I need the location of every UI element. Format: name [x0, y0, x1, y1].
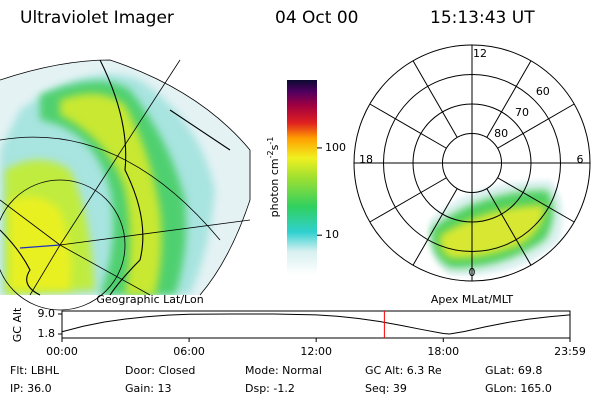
x-tick-label: 06:00	[173, 345, 205, 358]
colorbar-label-exp: -2	[266, 150, 275, 158]
status-field: GLat: 69.8	[485, 364, 542, 377]
mlt-label: 6	[577, 153, 584, 166]
x-tick-label: 12:00	[300, 345, 332, 358]
lat-ring-label: 80	[494, 127, 508, 140]
mlt-label: 0	[469, 266, 476, 279]
x-tick-label: 18:00	[427, 345, 459, 358]
mlt-label: 18	[359, 153, 373, 166]
lat-ring-label: 70	[515, 106, 529, 119]
status-field: Flt: LBHL	[10, 364, 60, 377]
colorbar	[287, 80, 317, 275]
mlt-spoke	[369, 103, 447, 149]
instrument: Ultraviolet Imager	[20, 8, 174, 28]
pointer-line	[19, 244, 61, 249]
y-axis-label: GC Alt	[11, 307, 24, 342]
colorbar-tick-label: 10	[325, 228, 339, 241]
map-graticule	[0, 59, 251, 311]
polar-image	[429, 180, 564, 276]
mlt-spoke	[412, 60, 458, 138]
colorbar-label: photon cm-2s-1	[266, 137, 282, 218]
colorbar-label-exp: -1	[266, 137, 275, 145]
lat-ring-label: 60	[536, 85, 550, 98]
time: 15:13:43 UT	[430, 8, 535, 28]
status-field: IP: 36.0	[10, 382, 52, 395]
mlt-spoke	[486, 60, 532, 138]
mlt-spoke	[369, 177, 447, 223]
mlt-spoke	[497, 103, 575, 149]
x-tick-label: 23:59	[554, 345, 586, 358]
geographic-image	[0, 60, 250, 295]
colorbar-label-text: photon cm	[268, 158, 281, 217]
status-field: Dsp: -1.2	[245, 382, 295, 395]
colorbar-tick-label: 100	[325, 141, 346, 154]
date: 04 Oct 00	[275, 8, 358, 28]
y-tick-label: 9.0	[38, 307, 56, 320]
mlt-spoke	[486, 188, 532, 266]
mlt-spoke	[412, 188, 458, 266]
colorbar-label-text: s	[268, 144, 281, 150]
status-field: Mode: Normal	[245, 364, 322, 377]
alt-line	[61, 313, 571, 335]
x-tick-label: 00:00	[46, 345, 78, 358]
y-tick-label: 1.8	[38, 327, 56, 340]
right-panel-label: Apex MLat/MLT	[431, 293, 514, 306]
mlt-spoke	[497, 177, 575, 223]
status-field: Gain: 13	[125, 382, 172, 395]
status-field: GLon: 165.0	[485, 382, 552, 395]
status-field: Seq: 39	[365, 382, 407, 395]
status-field: Door: Closed	[125, 364, 195, 377]
left-panel-label: Geographic Lat/Lon	[96, 293, 203, 306]
status-field: GC Alt: 6.3 Re	[365, 364, 442, 377]
mlt-label: 12	[473, 47, 487, 60]
